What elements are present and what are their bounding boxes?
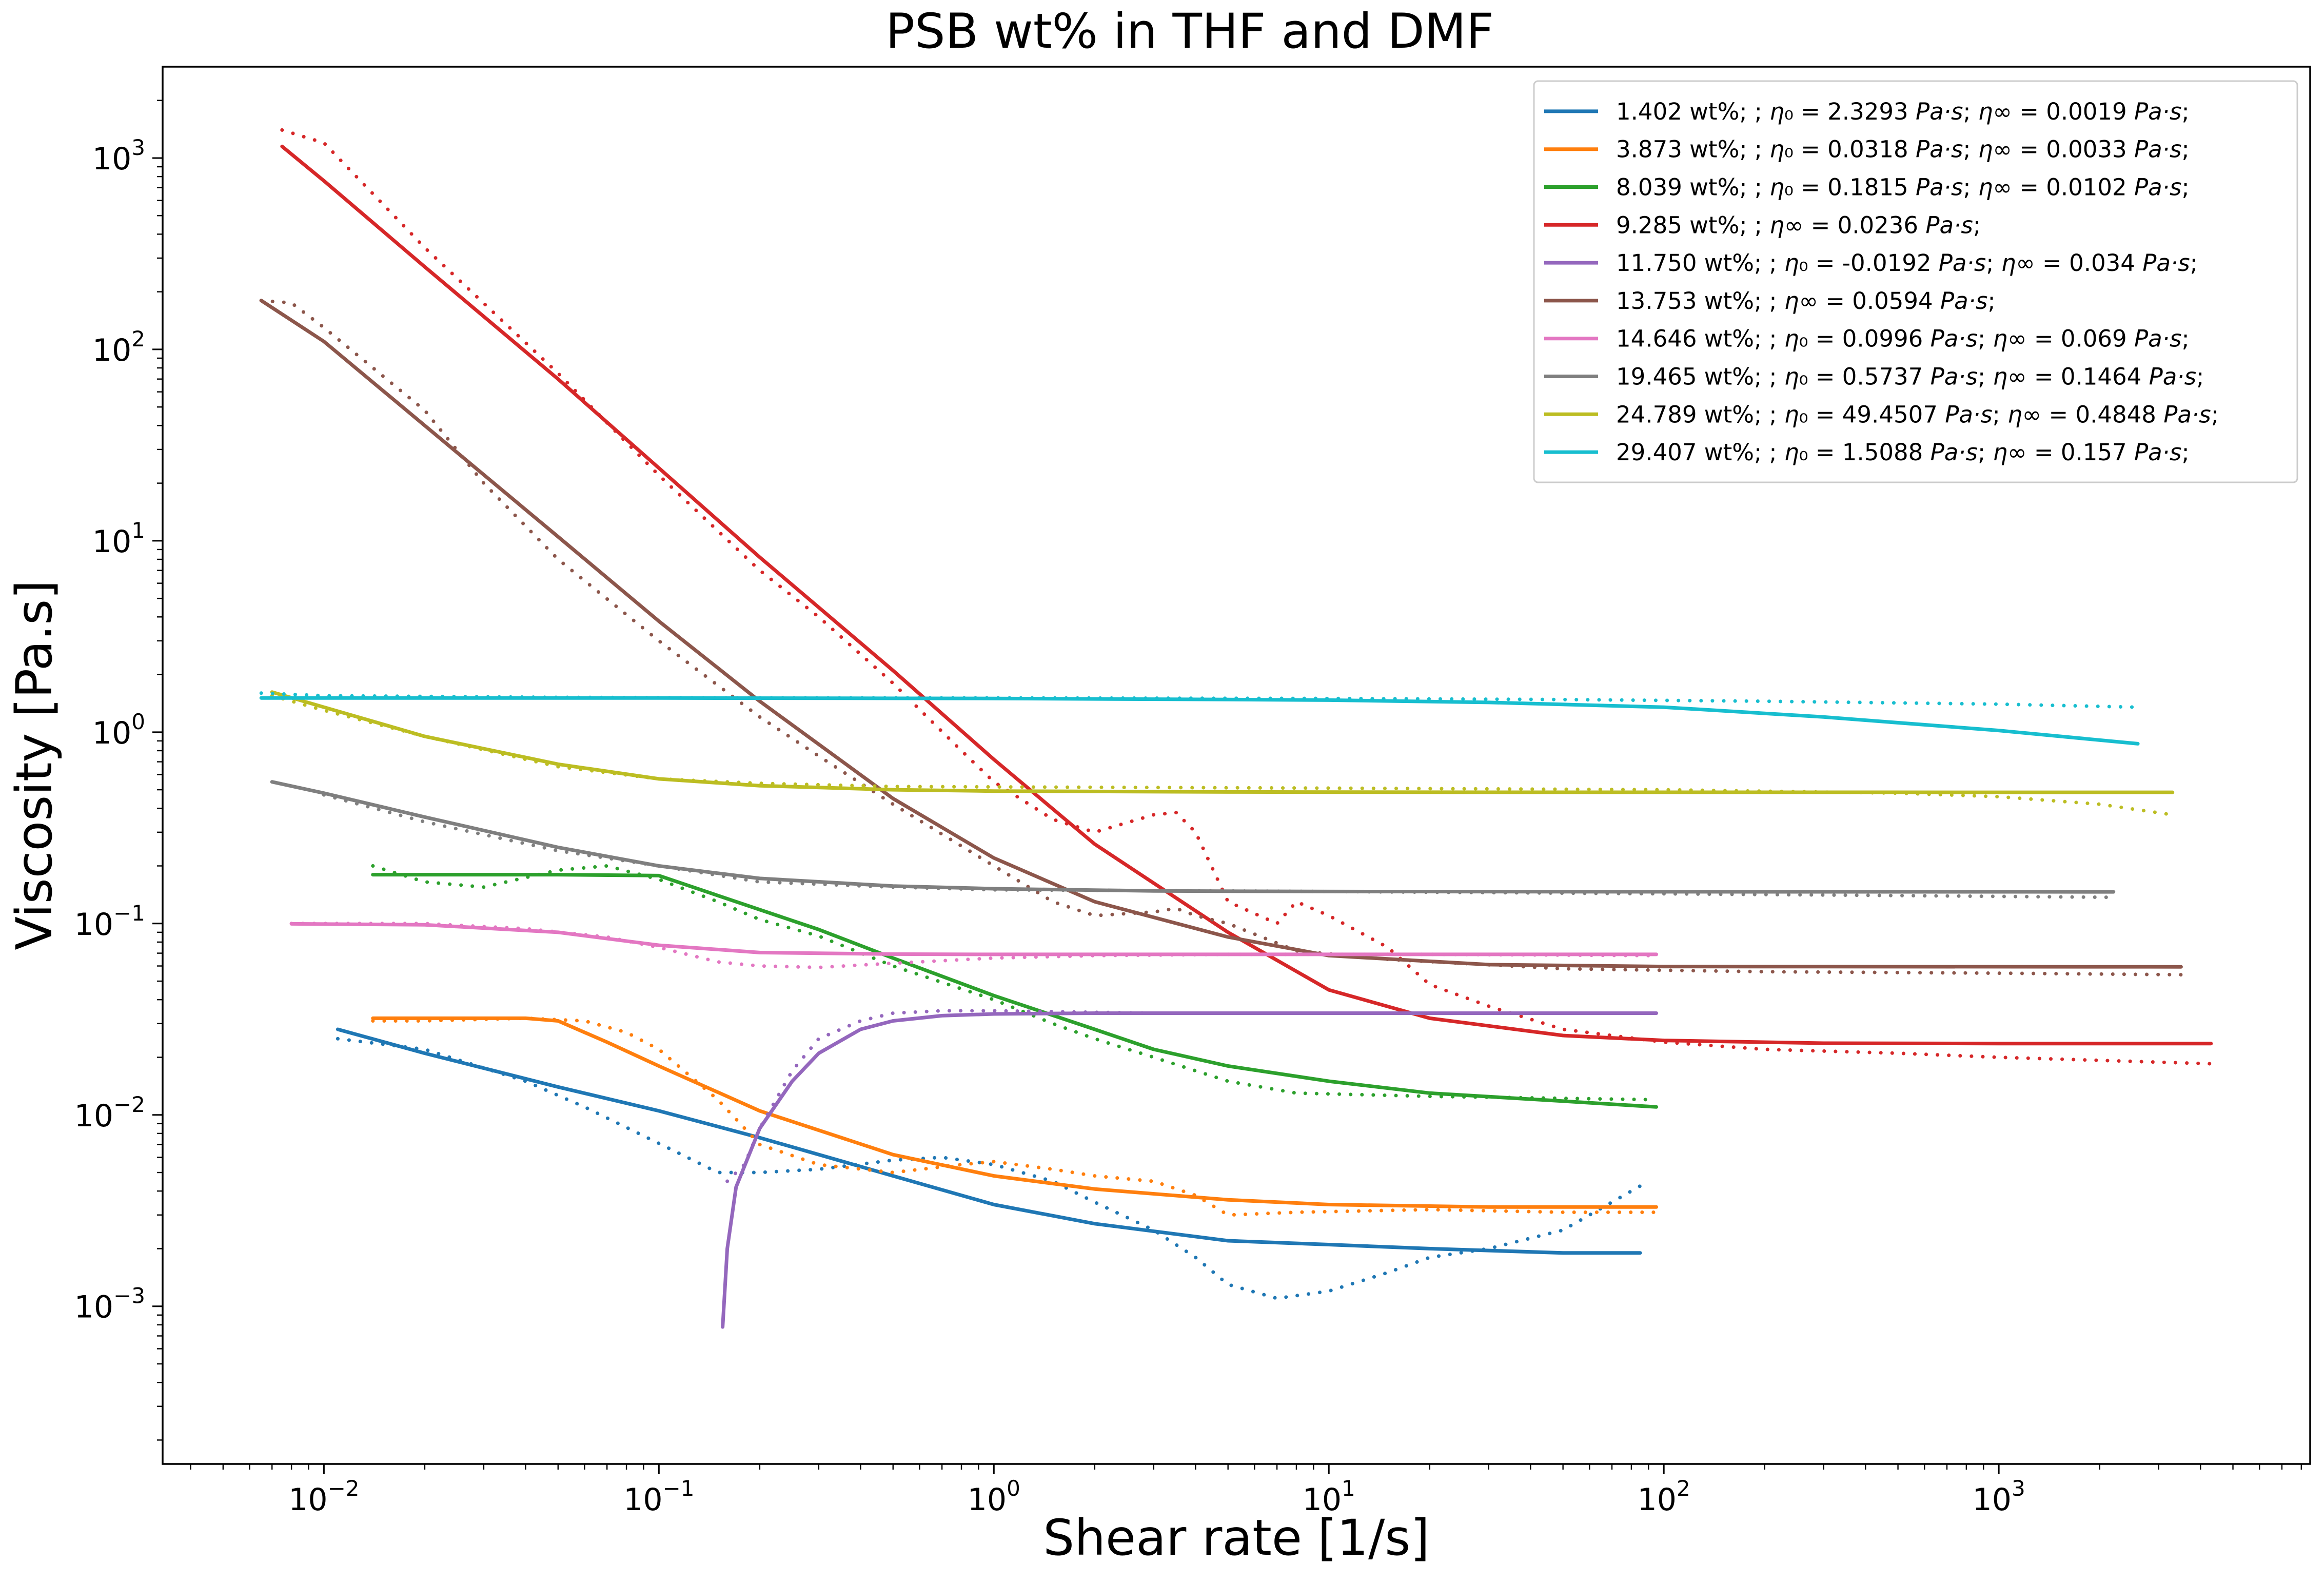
legend-entry-6: 13.753 wt%; ; η∞ = 0.0594 Pa·s; bbox=[1616, 287, 1996, 315]
legend-box bbox=[1533, 80, 2298, 483]
legend-entry-10: 29.407 wt%; ; η₀ = 1.5088 Pa·s; η∞ = 0.1… bbox=[1616, 439, 2190, 466]
series-7-fit-line bbox=[289, 922, 1659, 956]
x-tick-label: 101 bbox=[1303, 1476, 1355, 1518]
y-tick-label: 100 bbox=[92, 709, 145, 751]
legend-entry-7: 14.646 wt%; ; η₀ = 0.0996 Pa·s; η∞ = 0.0… bbox=[1616, 325, 2190, 353]
y-axis: 10−3 10−2 10−1 100 101 102 103 bbox=[74, 100, 163, 1441]
legend: 1.402 wt%; ; η₀ = 2.3293 Pa·s; η∞ = 0.00… bbox=[1533, 80, 2298, 483]
plot-area-frame bbox=[162, 66, 2311, 1465]
legend-entry-4: 9.285 wt%; ; η∞ = 0.0236 Pa·s; bbox=[1616, 211, 1981, 239]
x-tick-label: 102 bbox=[1638, 1476, 1690, 1518]
series-2-measured-line bbox=[371, 1016, 1659, 1217]
series-9-fit-line bbox=[270, 690, 2175, 794]
y-axis-label: Viscosity [Pa.s] bbox=[6, 580, 63, 950]
y-tick-label: 101 bbox=[92, 518, 145, 560]
series-1-measured-line bbox=[336, 1037, 1650, 1300]
x-axis: 10−2 10−1 100 101 102 103 bbox=[190, 1464, 2302, 1518]
series-2-fit-line bbox=[371, 1016, 1659, 1209]
series-10-fit-line bbox=[259, 696, 2140, 746]
series-layer bbox=[259, 128, 2213, 1329]
series-5-fit-line bbox=[721, 1011, 1659, 1329]
legend-entry-8: 19.465 wt%; ; η₀ = 0.5737 Pa·s; η∞ = 0.1… bbox=[1616, 363, 2204, 390]
series-1-fit-line bbox=[336, 1027, 1642, 1255]
x-tick-label: 100 bbox=[968, 1476, 1020, 1518]
series-6-fit-line bbox=[259, 299, 2183, 969]
y-tick-label: 102 bbox=[92, 326, 145, 368]
legend-entry-3: 8.039 wt%; ; η₀ = 0.1815 Pa·s; η∞ = 0.01… bbox=[1616, 174, 2190, 201]
legend-entry-1: 1.402 wt%; ; η₀ = 2.3293 Pa·s; η∞ = 0.00… bbox=[1616, 98, 2190, 125]
legend-entry-5: 11.750 wt%; ; η₀ = -0.0192 Pa·s; η∞ = 0.… bbox=[1616, 249, 2198, 277]
x-tick-label: 10−2 bbox=[288, 1476, 359, 1518]
series-4-fit-line bbox=[280, 144, 2213, 1046]
legend-entry-9: 24.789 wt%; ; η₀ = 49.4507 Pa·s; η∞ = 0.… bbox=[1616, 401, 2219, 428]
series-8-fit-line bbox=[270, 780, 2116, 894]
x-tick-label: 10−1 bbox=[623, 1476, 694, 1518]
y-tick-label: 10−1 bbox=[74, 901, 145, 943]
y-tick-label: 10−3 bbox=[74, 1283, 145, 1325]
series-5-measured-line bbox=[725, 1009, 1659, 1183]
y-tick-label: 10−2 bbox=[74, 1092, 145, 1134]
legend-entry-2: 3.873 wt%; ; η₀ = 0.0318 Pa·s; η∞ = 0.00… bbox=[1616, 136, 2190, 163]
x-tick-label: 103 bbox=[1973, 1476, 2025, 1518]
chart-title: PSB wt% in THF and DMF bbox=[885, 4, 1494, 60]
y-tick-label: 103 bbox=[92, 135, 145, 177]
x-axis-label: Shear rate [1/s] bbox=[1043, 1509, 1430, 1567]
